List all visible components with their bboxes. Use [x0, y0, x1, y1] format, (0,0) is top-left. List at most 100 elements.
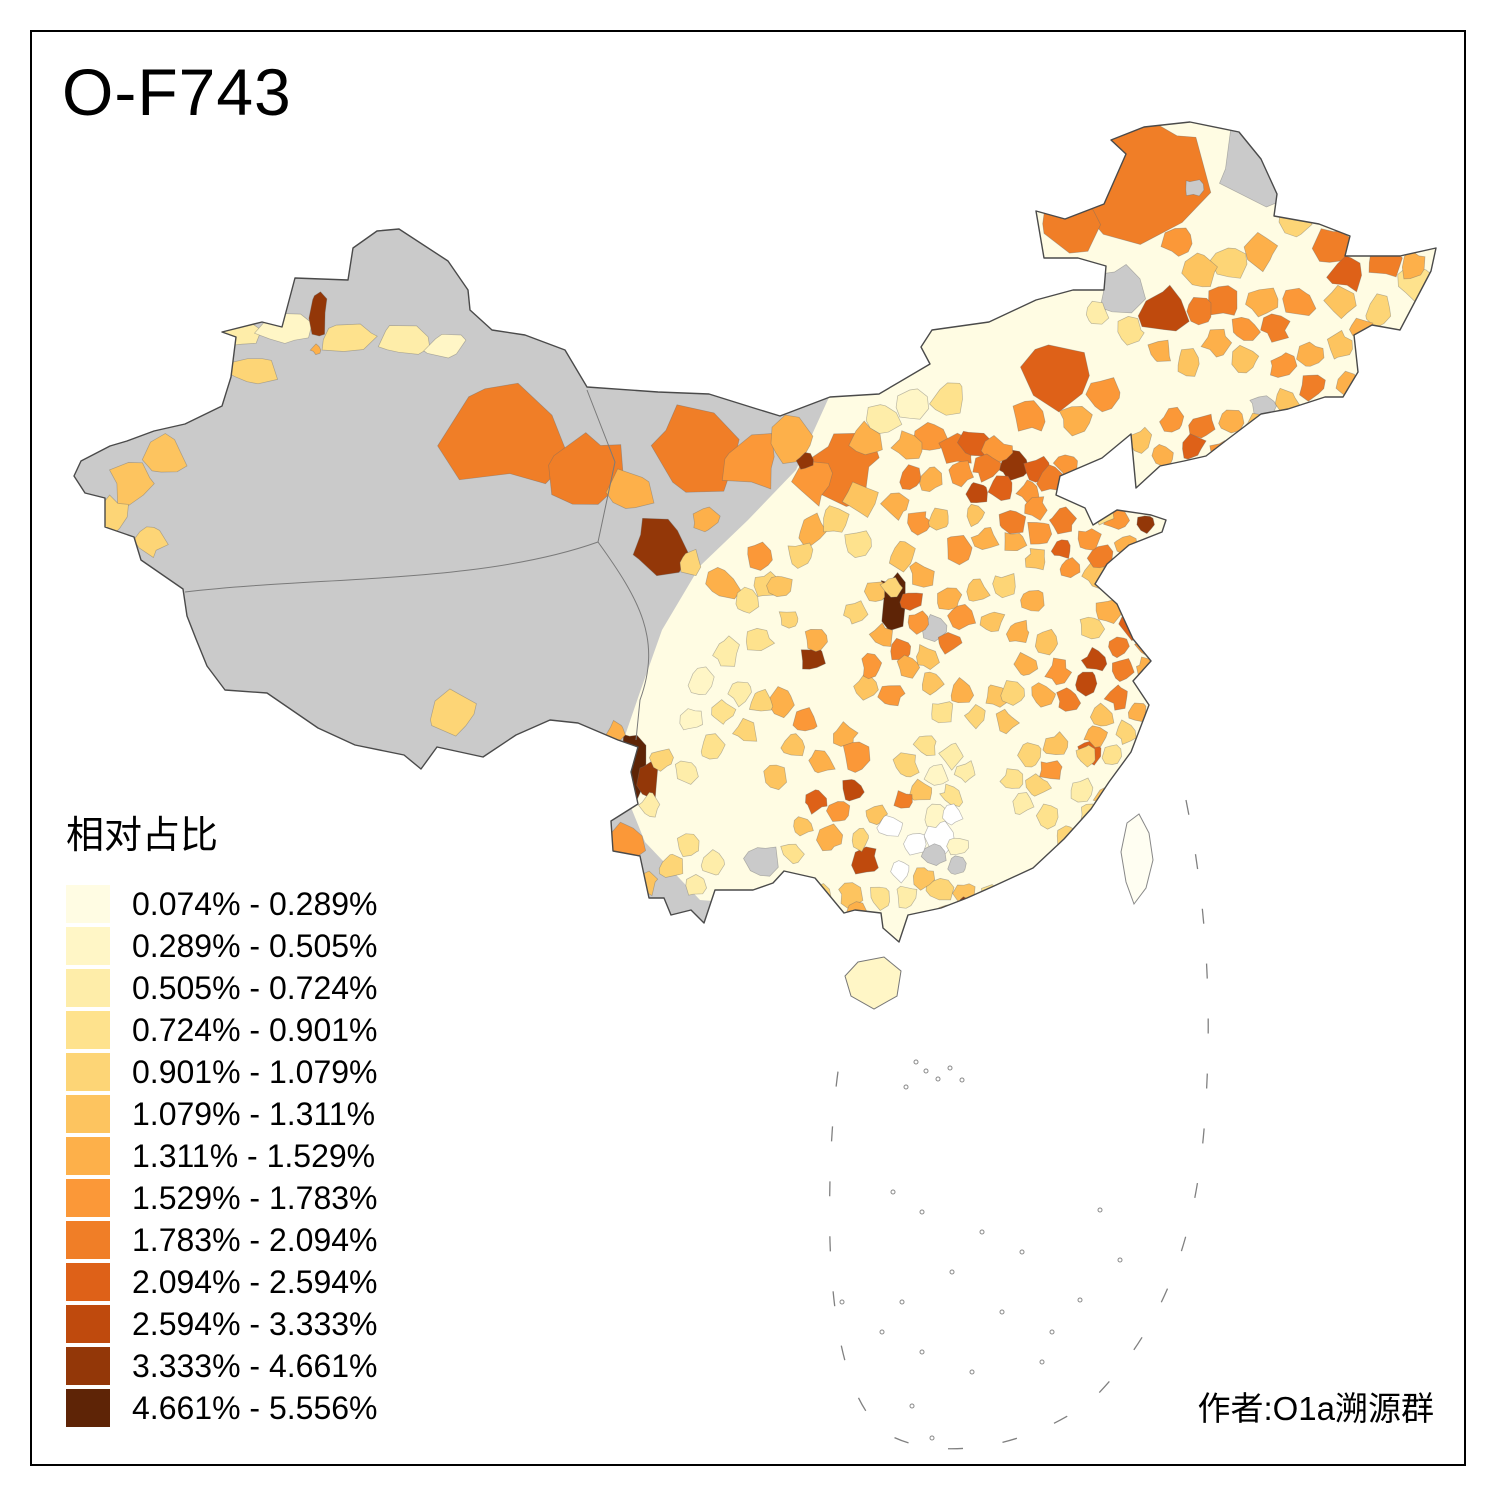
figure-title: O-F743	[62, 55, 292, 129]
prefecture-region	[1137, 284, 1190, 332]
prefecture-region	[692, 506, 721, 533]
prefecture-region	[687, 666, 715, 695]
prefecture-region	[924, 803, 948, 828]
prefecture-region	[1136, 515, 1155, 535]
prefecture-region	[1004, 532, 1028, 552]
prefecture-region	[807, 883, 832, 907]
legend-label: 0.289% - 0.505%	[132, 927, 378, 964]
prefecture-region	[1326, 255, 1362, 293]
prefecture-region	[1059, 557, 1081, 579]
legend-row: 4.661% - 5.556%	[66, 1389, 378, 1427]
prefecture-region	[1245, 287, 1279, 318]
prefecture-region	[1085, 300, 1110, 325]
prefecture-region	[321, 323, 378, 352]
legend-row: 0.724% - 0.901%	[66, 1011, 378, 1049]
prefecture-region	[1111, 658, 1135, 683]
prefecture-region	[1020, 590, 1045, 612]
legend-row: 0.901% - 1.079%	[66, 1053, 378, 1091]
prefecture-region	[826, 801, 851, 822]
island-dot	[1019, 1249, 1025, 1255]
prefecture-region	[1000, 680, 1025, 706]
prefecture-region	[780, 733, 806, 757]
prefecture-region	[1048, 506, 1078, 535]
legend-row: 2.594% - 3.333%	[66, 1305, 378, 1343]
prefecture-region	[842, 741, 871, 773]
prefecture-region	[1218, 409, 1245, 434]
island-dot	[909, 1403, 915, 1409]
prefecture-region	[1042, 731, 1069, 755]
legend-label: 0.505% - 0.724%	[132, 969, 378, 1006]
legend-label: 2.094% - 2.594%	[132, 1263, 378, 1300]
prefecture-region	[674, 760, 699, 785]
prefecture-region	[1056, 825, 1080, 848]
island-dot	[949, 1269, 955, 1275]
prefecture-region	[1044, 657, 1073, 686]
prefecture-region	[787, 542, 814, 569]
prefecture-region	[844, 530, 872, 558]
legend-label: 1.079% - 1.311%	[132, 1095, 376, 1132]
prefecture-region	[1075, 671, 1098, 697]
prefecture-region	[892, 752, 920, 778]
legend-swatch	[66, 1095, 110, 1133]
south-china-sea-islands	[839, 1059, 1123, 1441]
prefecture-region	[712, 635, 740, 667]
prefecture-region	[868, 622, 893, 647]
prefecture-region	[1110, 572, 1137, 597]
legend: 相对占比 0.074% - 0.289% 0.289% - 0.505% 0.505…	[66, 804, 378, 1431]
legend-label: 2.594% - 3.333%	[132, 1305, 378, 1342]
prefecture-region	[430, 688, 477, 737]
prefecture-region	[805, 789, 828, 815]
prefecture-region	[1315, 402, 1340, 422]
prefecture-region	[965, 482, 988, 504]
prefecture-region	[1103, 684, 1128, 711]
prefecture-region	[770, 414, 814, 464]
legend-row: 1.311% - 1.529%	[66, 1137, 378, 1175]
island-dot	[890, 1189, 896, 1195]
prefecture-region	[1326, 329, 1353, 360]
prefecture-region	[649, 748, 674, 772]
prefecture-region	[1005, 619, 1030, 643]
nine-dash-line	[828, 799, 1209, 1450]
island-dot	[1117, 1257, 1123, 1263]
prefecture-region	[1089, 702, 1115, 727]
prefecture-region	[172, 354, 215, 391]
hainan-island	[844, 956, 902, 1010]
prefecture-region	[792, 707, 818, 732]
prefecture-region	[937, 587, 963, 611]
prefecture-region	[970, 527, 1000, 550]
prefecture-region	[1231, 316, 1261, 341]
prefecture-region	[1142, 675, 1164, 698]
prefecture-region	[920, 843, 947, 866]
prefecture-region	[947, 855, 967, 875]
prefecture-region	[981, 884, 1006, 906]
prefecture-region	[942, 803, 964, 826]
prefecture-region	[778, 611, 799, 629]
prefecture-region	[1239, 440, 1264, 464]
prefecture-region	[813, 904, 838, 923]
island-dot	[879, 1329, 885, 1335]
prefecture-region	[650, 404, 740, 493]
legend-swatch	[66, 1347, 110, 1385]
prefecture-region	[999, 768, 1024, 789]
prefecture-region	[309, 343, 322, 356]
prefecture-region	[679, 708, 703, 731]
island-dot	[913, 1059, 919, 1065]
prefecture-region	[907, 511, 934, 536]
prefecture-region	[1200, 328, 1233, 358]
prefecture-region	[1311, 228, 1354, 263]
prefecture-region	[1035, 803, 1059, 830]
prefecture-region	[947, 535, 973, 566]
legend-row: 0.289% - 0.505%	[66, 927, 378, 965]
prefecture-region	[1101, 744, 1122, 765]
legend-row: 3.333% - 4.661%	[66, 1347, 378, 1385]
island-dot	[1097, 1207, 1103, 1213]
prefecture-region	[133, 526, 169, 559]
island-dot	[919, 1209, 925, 1215]
prefecture-region	[1188, 413, 1216, 439]
prefecture-region	[743, 846, 779, 877]
legend-label: 4.661% - 5.556%	[132, 1389, 378, 1426]
prefecture-region	[899, 592, 924, 611]
prefecture-region	[946, 837, 970, 856]
prefecture-region	[1027, 522, 1053, 545]
legend-title: 相对占比	[66, 815, 219, 857]
